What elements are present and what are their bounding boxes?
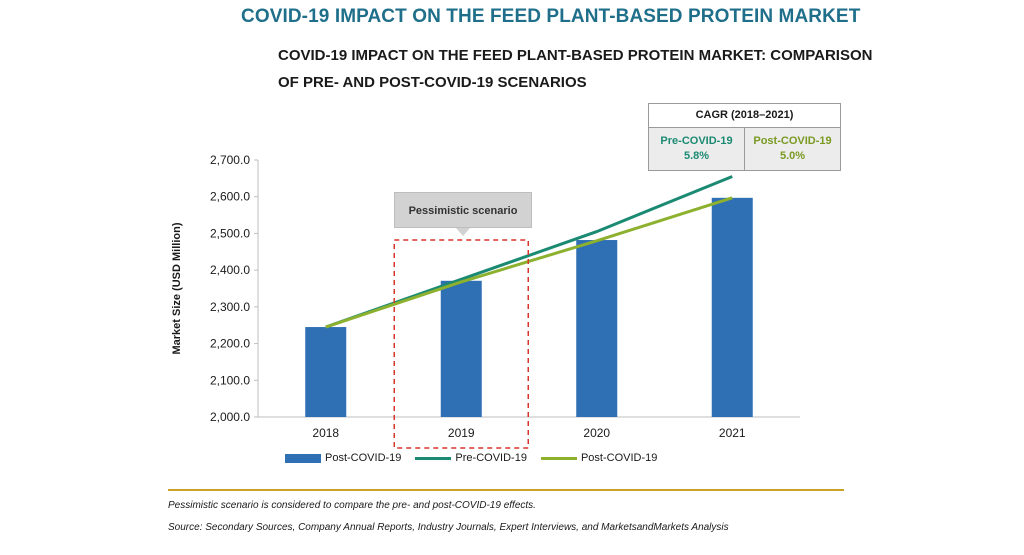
y-tick-label: 2,200.0 [210, 337, 250, 351]
legend-item-post-bar: Post-COVID-19 [285, 452, 401, 464]
pessimistic-highlight-box [393, 239, 529, 449]
legend-item-post-line: Post-COVID-19 [540, 452, 658, 464]
x-tick-label: 2018 [312, 426, 339, 440]
legend-item-pre-line: Pre-COVID-19 [415, 452, 527, 464]
x-tick-label: 2020 [583, 426, 610, 440]
footnote-divider [168, 489, 844, 491]
y-tick-label: 2,300.0 [210, 300, 250, 314]
bar-2018 [305, 327, 347, 417]
legend-label-pre-line: Pre-COVID-19 [455, 452, 527, 464]
legend-swatch-pre-line [415, 456, 452, 460]
bar-2020 [576, 240, 618, 417]
y-tick-label: 2,500.0 [210, 226, 250, 240]
x-tick-label: 2019 [448, 426, 475, 440]
cagr-pre-covid: Pre-COVID-19 5.8% [649, 128, 745, 170]
y-tick-label: 2,600.0 [210, 190, 250, 204]
y-tick-label: 2,100.0 [210, 373, 250, 387]
y-axis-label: Market Size (USD Million) [171, 222, 183, 354]
y-tick-label: 2,400.0 [210, 263, 250, 277]
chart-subtitle: COVID-19 IMPACT ON THE FEED PLANT-BASED … [278, 47, 873, 91]
source-footnote: Source: Secondary Sources, Company Annua… [168, 522, 729, 533]
callout-pointer [456, 228, 470, 236]
bar-2019 [440, 280, 482, 417]
x-tick-label: 2021 [719, 426, 746, 440]
cagr-values-row: Pre-COVID-19 5.8% Post-COVID-19 5.0% [649, 128, 840, 170]
legend-label-post-line: Post-COVID-19 [580, 452, 658, 464]
scenario-footnote: Pessimistic scenario is considered to co… [168, 500, 536, 511]
cagr-header: CAGR (2018–2021) [649, 104, 840, 128]
legend-swatch-bar [285, 453, 321, 463]
cagr-post-covid: Post-COVID-19 5.0% [745, 128, 840, 170]
cagr-pre-label: Pre-COVID-19 [660, 135, 733, 147]
legend-swatch-post-line [540, 456, 577, 460]
cagr-post-label: Post-COVID-19 [753, 135, 832, 147]
chart-legend: Post-COVID-19 Pre-COVID-19 Post-COVID-19 [285, 452, 671, 464]
legend-label-post-bar: Post-COVID-19 [325, 452, 402, 464]
y-tick-label: 2,000.0 [210, 410, 250, 424]
y-tick-label: 2,700.0 [210, 153, 250, 167]
cagr-table: CAGR (2018–2021) Pre-COVID-19 5.8% Post-… [648, 103, 841, 171]
page-title: COVID-19 IMPACT ON THE FEED PLANT-BASED … [241, 6, 861, 27]
bar-2021 [711, 197, 753, 417]
cagr-post-value: 5.0% [779, 150, 806, 162]
cagr-pre-value: 5.8% [683, 150, 710, 162]
pessimistic-scenario-callout: Pessimistic scenario [394, 192, 532, 228]
